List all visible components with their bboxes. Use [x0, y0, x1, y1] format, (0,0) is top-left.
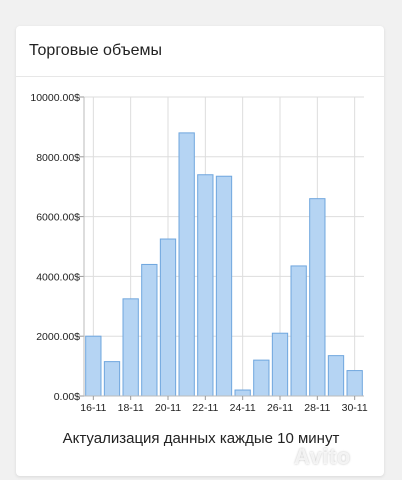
x-tick-label: 16-11	[80, 402, 106, 414]
bar-22-11	[197, 174, 214, 397]
x-tick-label: 26-11	[267, 402, 293, 414]
update-frequency-note: Актуализация данных каждые 10 минут	[62, 430, 340, 447]
y-tick-label: 4000.00$	[36, 271, 80, 283]
avito-watermark: Avito	[294, 444, 351, 469]
bar-27-11	[290, 265, 307, 397]
bar-28-11	[309, 198, 326, 397]
bar-20-11	[159, 238, 177, 397]
bar-25-11	[253, 359, 270, 397]
y-tick-label: 8000.00$	[36, 152, 80, 164]
x-tick-label: 30-11	[342, 402, 368, 414]
y-tick-label: 10000.00$	[30, 92, 80, 104]
y-tick-label: 0.00$	[54, 391, 80, 403]
x-tick-label: 20-11	[155, 402, 181, 414]
x-tick-label: 22-11	[192, 402, 218, 414]
y-tick-label: 6000.00$	[36, 212, 80, 224]
bar-23-11	[215, 175, 233, 397]
bar-29-11	[327, 355, 345, 397]
bar-30-11	[346, 370, 363, 397]
x-tick-label: 28-11	[304, 402, 330, 414]
bar-21-11	[178, 132, 195, 397]
bar-26-11	[271, 332, 289, 397]
bar-24-11	[234, 389, 251, 397]
bar-16-11	[85, 335, 102, 397]
bar-18-11	[122, 298, 139, 397]
bar-19-11	[141, 263, 158, 397]
x-tick-label: 18-11	[118, 402, 144, 414]
bar-17-11	[103, 361, 121, 397]
card-header: Торговые объемы	[16, 26, 384, 77]
card-title: Торговые объемы	[29, 42, 162, 59]
x-tick-label: 24-11	[230, 402, 256, 414]
y-tick-label: 2000.00$	[36, 331, 80, 343]
